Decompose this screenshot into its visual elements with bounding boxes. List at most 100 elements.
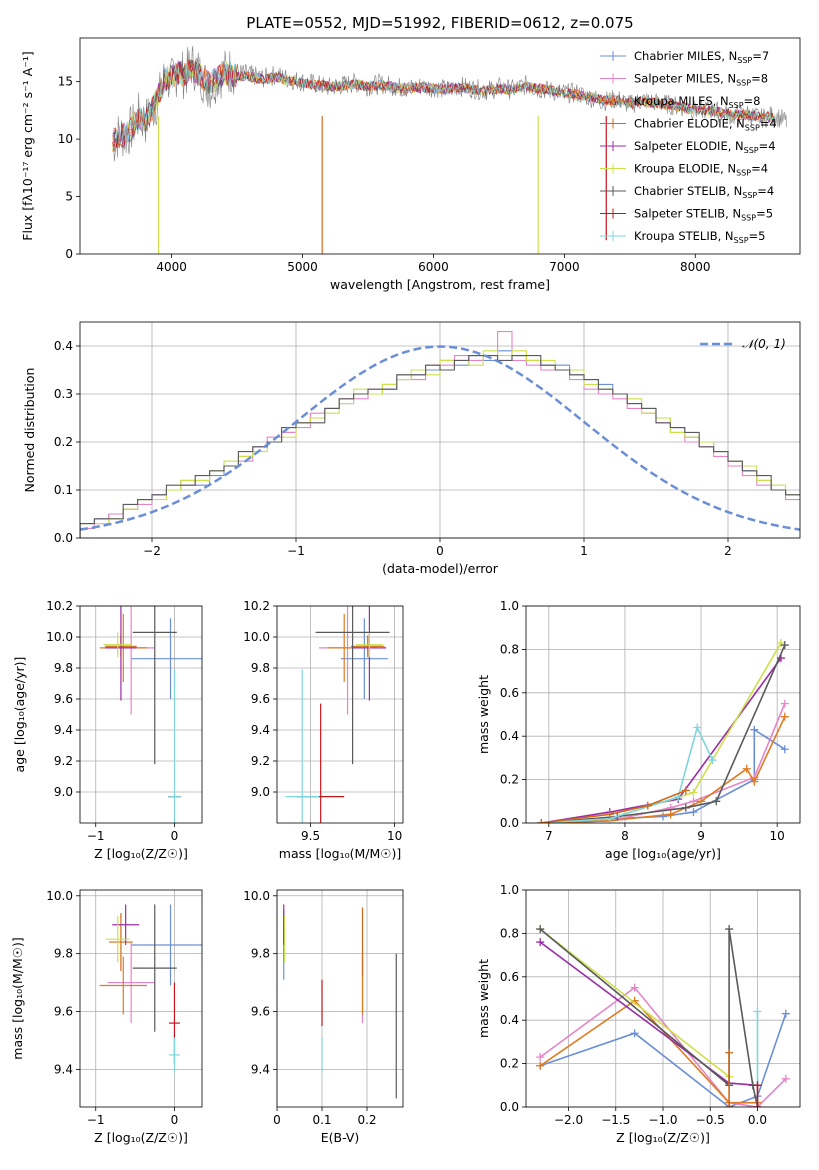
- weight-marker: [742, 764, 751, 773]
- y-axis-label: mass [log₁₀(M/M☉)]: [10, 937, 25, 1059]
- weight-line: [541, 789, 687, 823]
- x-tick-label: 0: [171, 1113, 179, 1127]
- errorbar-point: [109, 913, 133, 972]
- weight-marker: [780, 641, 789, 650]
- x-tick-label: 0: [436, 544, 444, 558]
- errorbar-point: [131, 904, 202, 986]
- axes-frame: [525, 605, 801, 824]
- x-tick-label: 9.5: [301, 829, 320, 843]
- y-tick-label: 9.8: [251, 661, 270, 675]
- errorbar-point: [285, 669, 319, 823]
- legend-label: Kroupa STELIB, NSSP=5: [634, 229, 765, 245]
- weight-line: [539, 1013, 787, 1107]
- y-tick-label: 9.0: [54, 785, 73, 799]
- legend-subscript: SSP: [741, 214, 756, 223]
- legend-label: Kroupa ELODIE, NSSP=4: [634, 162, 768, 178]
- plot-area: [99, 606, 202, 823]
- x-tick-label: −1: [87, 1113, 105, 1127]
- weight-marker: [536, 938, 545, 947]
- y-tick-label: 0.0: [500, 816, 519, 830]
- weight-marker: [537, 819, 546, 823]
- x-tick-label: 0.1: [312, 1113, 331, 1127]
- y-tick-label: 9.4: [251, 1062, 270, 1076]
- weight-line: [539, 999, 758, 1104]
- x-axis-label: (data-model)/error: [382, 561, 499, 576]
- y-tick-label: 0.8: [500, 642, 519, 656]
- y-tick-label: 9.8: [251, 947, 270, 961]
- y-tick-label: 9.2: [54, 754, 73, 768]
- errorbar-point: [168, 669, 181, 823]
- x-tick-label: 6000: [418, 260, 449, 274]
- legend-subscript: SSP: [736, 169, 751, 178]
- x-tick-label: 7000: [549, 260, 580, 274]
- errorbar-point: [107, 942, 155, 1024]
- errorbar-point: [315, 606, 390, 765]
- weight-marker: [725, 1048, 734, 1057]
- x-tick-label: −1.0: [648, 1113, 677, 1127]
- legend-label: Chabrier MILES, NSSP=7: [634, 49, 769, 65]
- x-tick-label: 8: [621, 829, 629, 843]
- weight-marker: [708, 756, 717, 765]
- weight-marker: [681, 786, 690, 795]
- errorbar-point: [132, 606, 177, 765]
- y-tick-label: 10.2: [46, 599, 73, 613]
- weight-marker: [536, 1053, 545, 1062]
- model-spectrum-line: [112, 61, 775, 151]
- x-tick-label: 0: [171, 829, 179, 843]
- y-axis-label: mass weight: [476, 959, 491, 1038]
- y-axis-label: Normed distribution: [22, 368, 37, 493]
- errorbar-point: [105, 606, 137, 701]
- weight-marker: [643, 801, 652, 810]
- weight-marker: [536, 925, 545, 934]
- weight-marker: [725, 1103, 734, 1107]
- x-axis-label: Z [log₁₀(Z/Z☉)]: [94, 1130, 188, 1145]
- plot-area: [112, 46, 787, 254]
- errorbar-point: [355, 632, 383, 658]
- x-tick-label: −2: [143, 544, 161, 558]
- x-tick-label: −2.0: [554, 1113, 583, 1127]
- weight-marker: [750, 777, 759, 786]
- legend-nssp: =8: [751, 72, 768, 86]
- plot-area: [80, 331, 800, 538]
- y-tick-label: 0.1: [54, 483, 73, 497]
- plot-area: [536, 925, 790, 1107]
- legend-label: Kroupa MILES, NSSP=8: [634, 94, 760, 110]
- weight-marker: [536, 1061, 545, 1070]
- weight-marker: [725, 925, 734, 934]
- y-tick-label: 0.4: [500, 1013, 519, 1027]
- weight-marker: [630, 983, 639, 992]
- legend-subscript: SSP: [745, 124, 760, 133]
- legend-subscript: SSP: [736, 79, 751, 88]
- y-tick-label: 9.2: [251, 754, 270, 768]
- weight-line: [541, 657, 782, 823]
- legend: Chabrier MILES, NSSP=7 Salpeter MILES, NS…: [600, 49, 777, 245]
- panel-residuals: −2 −1 0 1 2 0.0 0.1 0.2 0.3 0.4 (data-model)/error…: [22, 321, 801, 576]
- y-tick-label: 0.4: [500, 729, 519, 743]
- x-tick-label: 7: [545, 829, 553, 843]
- y-tick-label: 10.2: [243, 599, 270, 613]
- legend-label: 𝒩(0, 1): [742, 337, 786, 351]
- weight-marker: [780, 712, 789, 721]
- x-tick-label: 1: [580, 544, 588, 558]
- panel-z-vs-weight: −2.0 −1.5 −1.0 −0.5 0.0 0.0 0.2 0.4 0.6 0.8 1.0 Z […: [476, 883, 801, 1145]
- weight-line: [541, 644, 786, 823]
- y-tick-label: 0.8: [500, 926, 519, 940]
- axes-frame: [525, 889, 801, 1108]
- weight-marker: [659, 812, 667, 821]
- panel-z-vs-age: −1 0 9.0 9.2 9.4 9.6 9.8 10.0 10.2 Z [log₁₀(Z/Z☉)…: [12, 599, 203, 861]
- weight-marker: [681, 803, 690, 812]
- panel-mass-vs-age: 9.5 10 9.0 9.2 9.4 9.6 9.8 10.0 10.2 mass [log₁₀(…: [243, 599, 404, 861]
- y-tick-label: 10.0: [46, 889, 73, 903]
- errorbar-point: [103, 632, 132, 658]
- x-tick-label: 0.0: [748, 1113, 767, 1127]
- panel-ebv-vs-mass: 0 0.1 0.2 9.4 9.6 9.8 10.0 E(B-V): [243, 889, 404, 1145]
- legend-subscript: SSP: [744, 146, 759, 155]
- y-tick-label: 9.4: [251, 723, 270, 737]
- weight-line: [541, 716, 786, 823]
- x-tick-label: 8000: [680, 260, 711, 274]
- y-tick-label: 9.6: [54, 692, 73, 706]
- weight-marker: [666, 810, 675, 819]
- legend-label: Salpeter MILES, NSSP=8: [634, 72, 768, 88]
- weight-marker: [630, 1029, 639, 1038]
- legend-nssp: =4: [757, 184, 774, 198]
